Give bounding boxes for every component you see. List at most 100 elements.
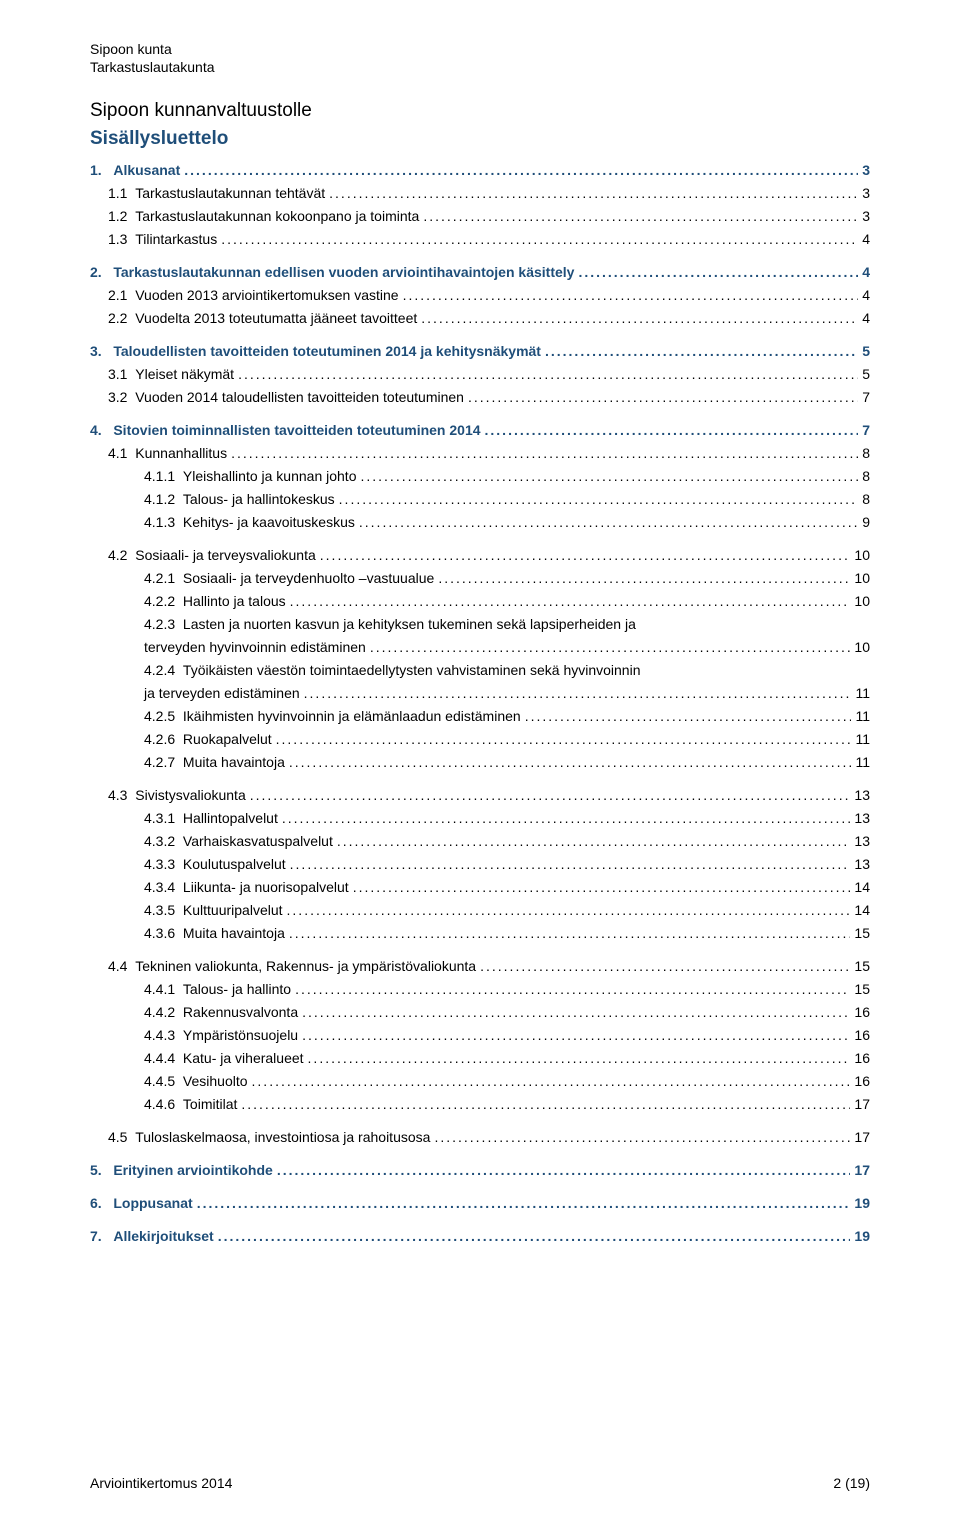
toc-entry-page: 8	[862, 466, 870, 487]
toc-entry-page: 16	[854, 1071, 870, 1092]
toc-leader-dots	[252, 1071, 851, 1092]
toc-leader-dots	[290, 854, 851, 875]
toc-entry: 4.2.3 Lasten ja nuorten kasvun ja kehity…	[90, 614, 870, 635]
toc-entry-page: 17	[854, 1127, 870, 1148]
toc-entry-label: ja terveyden edistäminen	[144, 683, 300, 704]
toc-entry: 4.1 Kunnanhallitus8	[90, 443, 870, 464]
toc-entry: 2.1 Vuoden 2013 arviointikertomuksen vas…	[90, 285, 870, 306]
toc-entry-label: 1. Alkusanat	[90, 160, 180, 181]
toc-entry: 4.4.1 Talous- ja hallinto 15	[90, 979, 870, 1000]
toc-leader-dots	[221, 229, 858, 250]
toc-entry-label: 5. Erityinen arviointikohde	[90, 1160, 273, 1181]
toc-entry-label: 2.2 Vuodelta 2013 toteutumatta jääneet t…	[108, 308, 417, 329]
toc-entry-page: 19	[854, 1226, 870, 1247]
page-header: Sipoon kunta Tarkastuslautakunta	[90, 40, 870, 76]
toc-leader-dots	[241, 1094, 850, 1115]
toc-entry-label: 4.3.6 Muita havaintoja	[144, 923, 285, 944]
toc-entry-page: 14	[854, 877, 870, 898]
toc-entry-label: 4.1.1 Yleishallinto ja kunnan johto	[144, 466, 356, 487]
toc-leader-dots	[282, 808, 851, 829]
toc-leader-dots	[302, 1002, 850, 1023]
toc-entry-page: 10	[854, 591, 870, 612]
toc-entry-page: 11	[855, 752, 870, 773]
toc-leader-dots	[480, 956, 850, 977]
toc-entry-label: 6. Loppusanat	[90, 1193, 193, 1214]
toc-entry: 6. Loppusanat 19	[90, 1193, 870, 1214]
toc-leader-dots	[295, 979, 850, 1000]
toc-entry-page: 13	[854, 854, 870, 875]
toc-entry-label: 3. Taloudellisten tavoitteiden toteutumi…	[90, 341, 541, 362]
toc-entry-page: 15	[854, 979, 870, 1000]
toc-leader-dots	[289, 923, 851, 944]
toc-leader-dots	[277, 1160, 851, 1181]
toc-leader-dots	[370, 637, 851, 658]
document-page: Sipoon kunta Tarkastuslautakunta Sipoon …	[0, 0, 960, 1521]
toc-entry: 4. Sitovien toiminnallisten tavoitteiden…	[90, 420, 870, 441]
toc-title: Sisällysluettelo	[90, 128, 870, 150]
toc-entry: 4.2.2 Hallinto ja talous 10	[90, 591, 870, 612]
toc-entry: 4.1.3 Kehitys- ja kaavoituskeskus9	[90, 512, 870, 533]
toc-entry: 2.2 Vuodelta 2013 toteutumatta jääneet t…	[90, 308, 870, 329]
toc-entry-label: 4.2.1 Sosiaali- ja terveydenhuolto –vast…	[144, 568, 434, 589]
toc-entry-label: terveyden hyvinvoinnin edistäminen	[144, 637, 366, 658]
toc-entry: 4.3.5 Kulttuuripalvelut 14	[90, 900, 870, 921]
toc-entry-page: 11	[855, 683, 870, 704]
toc-entry-label: 4.3.2 Varhaiskasvatuspalvelut	[144, 831, 333, 852]
toc-entry-page: 15	[854, 956, 870, 977]
page-footer: Arviointikertomus 2014 2 (19)	[90, 1475, 870, 1491]
toc-entry-label: 4.2.2 Hallinto ja talous	[144, 591, 286, 612]
toc-leader-dots	[250, 785, 851, 806]
toc-entry: terveyden hyvinvoinnin edistäminen 10	[90, 637, 870, 658]
toc-entry-page: 4	[862, 308, 870, 329]
table-of-contents: 1. Alkusanat 31.1 Tarkastuslautakunnan te…	[90, 160, 870, 1247]
toc-entry-page: 19	[854, 1193, 870, 1214]
toc-entry-label: 4.2.6 Ruokapalvelut	[144, 729, 272, 750]
toc-entry-label: 4.4 Tekninen valiokunta, Rakennus- ja ym…	[108, 956, 476, 977]
toc-leader-dots	[360, 466, 858, 487]
toc-entry-page: 5	[862, 341, 870, 362]
toc-entry-label: 4.3.3 Koulutuspalvelut	[144, 854, 286, 875]
toc-entry-label: 4.3.5 Kulttuuripalvelut	[144, 900, 283, 921]
toc-entry: 4.4.2 Rakennusvalvonta16	[90, 1002, 870, 1023]
toc-leader-dots	[218, 1226, 851, 1247]
toc-entry: 7. Allekirjoitukset19	[90, 1226, 870, 1247]
toc-entry-page: 13	[854, 831, 870, 852]
toc-entry: 4.3.1 Hallintopalvelut13	[90, 808, 870, 829]
toc-entry-page: 4	[862, 262, 870, 283]
toc-entry-label: 4.4.6 Toimitilat	[144, 1094, 237, 1115]
toc-entry-label: 2.1 Vuoden 2013 arviointikertomuksen vas…	[108, 285, 399, 306]
recipient-line: Sipoon kunnanvaltuustolle	[90, 100, 870, 122]
toc-entry: 3.2 Vuoden 2014 taloudellisten tavoittei…	[90, 387, 870, 408]
toc-entry: 4.3.6 Muita havaintoja15	[90, 923, 870, 944]
toc-entry-page: 17	[854, 1160, 870, 1181]
toc-leader-dots	[290, 591, 851, 612]
toc-entry-page: 3	[862, 183, 870, 204]
toc-entry-label: 4.2.3 Lasten ja nuorten kasvun ja kehity…	[144, 614, 636, 635]
toc-entry-page: 8	[862, 443, 870, 464]
toc-entry-page: 10	[854, 545, 870, 566]
toc-leader-dots	[276, 729, 852, 750]
toc-leader-dots	[468, 387, 858, 408]
toc-entry-page: 14	[854, 900, 870, 921]
toc-entry-label: 4.4.1 Talous- ja hallinto	[144, 979, 291, 1000]
toc-leader-dots	[339, 489, 859, 510]
toc-leader-dots	[302, 1025, 850, 1046]
toc-entry-page: 7	[862, 387, 870, 408]
toc-entry-label: 4. Sitovien toiminnallisten tavoitteiden…	[90, 420, 481, 441]
toc-entry: 2. Tarkastuslautakunnan edellisen vuoden…	[90, 262, 870, 283]
toc-entry-label: 3.2 Vuoden 2014 taloudellisten tavoittei…	[108, 387, 464, 408]
toc-leader-dots	[197, 1193, 851, 1214]
toc-entry-page: 9	[862, 512, 870, 533]
toc-entry: 4.3.4 Liikunta- ja nuorisopalvelut14	[90, 877, 870, 898]
toc-entry-label: 4.2.7 Muita havaintoja	[144, 752, 285, 773]
toc-entry: 1.1 Tarkastuslautakunnan tehtävät3	[90, 183, 870, 204]
toc-entry-page: 8	[862, 489, 870, 510]
toc-entry-label: 4.2.4 Työikäisten väestön toimintaedelly…	[144, 660, 641, 681]
toc-entry-page: 10	[854, 637, 870, 658]
toc-leader-dots	[359, 512, 858, 533]
toc-entry: 4.4 Tekninen valiokunta, Rakennus- ja ym…	[90, 956, 870, 977]
toc-leader-dots	[308, 1048, 851, 1069]
toc-leader-dots	[578, 262, 858, 283]
toc-entry: 5. Erityinen arviointikohde 17	[90, 1160, 870, 1181]
toc-entry-label: 1.3 Tilintarkastus	[108, 229, 217, 250]
